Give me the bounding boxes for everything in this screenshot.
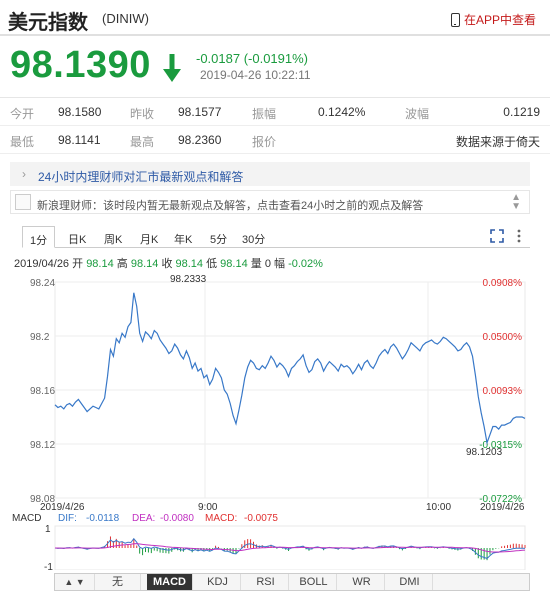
macd-legend-label: DIF: [58,513,77,524]
news-headline: 24小时内理财师对汇市最新观点和解答 [38,170,244,184]
scroll-arrows-icon[interactable]: ▲ ▼ [511,192,521,212]
x-axis-label: 10:00 [426,502,451,513]
pct-tick-label: 0.0093% [483,386,523,397]
x-axis-label: 9:00 [198,502,218,513]
high-annotation: 98.2333 [170,274,207,285]
tab-kdj[interactable]: KDJ [195,574,241,590]
advisor-news-bar[interactable]: › 24小时内理财师对汇市最新观点和解答 [10,162,530,186]
data-source-note: 数据来源于倚天 [455,135,540,149]
bar-low-label: 低 [206,258,218,270]
macd-y-tick: 1 [45,524,51,535]
fullscreen-icon[interactable] [490,229,504,243]
bar-high: 98.14 [130,258,159,270]
bar-volume: 0 [264,258,271,270]
low-annotation: 98.1203 [466,447,503,458]
tab-1min[interactable]: 1分 [22,226,56,248]
pct-tick-label: 0.0500% [483,332,523,343]
tab-dmi[interactable]: DMI [387,574,433,590]
bar-date: 2019/04/26 [14,258,70,270]
macd-legend-label: -0.0080 [160,513,194,524]
stat-value: 98.1577 [178,105,222,119]
intraday-chart[interactable]: 98.24 98.2 98.16 98.12 98.08 0.0908% 0.0500% 0… [0,270,550,570]
macd-y-tick: -1 [44,562,53,570]
tab-5min[interactable]: 5分 [210,234,228,246]
advisor-reply[interactable]: 新浪理财师：该时段内暂无最新观点及解答，点击查看24小时之前的观点及解答 ▲ ▼ [10,190,530,214]
bar-change-label: 幅 [274,258,285,270]
stats-row: 最低 98.1141 最高 98.2360 报价 数据来源于倚天 [0,126,550,154]
bar-low: 98.14 [220,258,248,270]
stat-value: 98.2360 [178,133,222,147]
bar-high-label: 高 [116,258,128,270]
tab-weekly[interactable]: 周K [104,234,123,246]
more-options-icon[interactable] [516,229,522,243]
tab-30min[interactable]: 30分 [242,234,266,246]
current-price: 98.1390 [10,44,151,86]
tab-rsi[interactable]: RSI [243,574,289,590]
pct-tick-label: -0.0722% [479,494,522,505]
tab-wr[interactable]: WR [339,574,385,590]
quote-timestamp: 2019-04-26 10:22:11 [200,68,311,82]
macd-legend-label: MACD: [205,513,237,524]
open-in-app-label: 在APP中查看 [463,13,536,27]
stat-label: 报价 [252,135,277,149]
reply-text: 新浪理财师：该时段内暂无最新观点及解答，点击查看24小时之前的观点及解答 [37,200,424,212]
stat-label: 波幅 [405,107,430,121]
stat-value: 0.1219 [503,105,540,119]
dea-line [55,543,526,553]
price-change: -0.0187 (-0.0191%) [196,51,309,66]
macd-legend-label: -0.0075 [244,513,278,524]
stat-value: 98.1580 [58,105,102,119]
stats-table: 今开 98.1580 昨收 98.1577 振幅 0.1242% 波幅 0.12… [0,97,550,154]
stat-label: 昨收 [130,107,155,121]
chart-period-tabs: 1分 日K 周K 月K 年K 5分 30分 [22,226,530,248]
bar-change: -0.02% [288,258,323,270]
tab-boll[interactable]: BOLL [291,574,337,590]
x-axis-label: 2019/4/26 [40,502,85,513]
page-title: 美元指数 [8,12,88,34]
macd-legend-label: MACD [12,513,41,524]
ticker-code: (DINIW) [102,11,149,26]
x-axis-label: 2019/4/26 [480,502,525,513]
tab-none[interactable]: 无 [95,574,141,590]
tab-daily[interactable]: 日K [68,234,87,246]
stat-value: 0.1242% [318,105,366,119]
price-line [54,292,526,445]
open-in-app-link[interactable]: 在APP中查看 [450,11,536,28]
y-tick-label: 98.08 [30,494,55,505]
stat-label: 最高 [130,135,155,149]
stat-label: 今开 [10,107,35,121]
macd-legend-label: DEA: [132,513,155,524]
y-tick-label: 98.16 [30,386,55,397]
stats-row: 今开 98.1580 昨收 98.1577 振幅 0.1242% 波幅 0.12… [0,98,550,126]
tab-macd[interactable]: MACD [147,574,193,590]
tab-yearly[interactable]: 年K [174,234,193,246]
pct-tick-label: -0.0315% [479,440,522,451]
nav-arrows-icon[interactable]: ▲ ▼ [55,574,95,590]
stat-label: 最低 [10,135,35,149]
bar-open: 98.14 [86,258,114,270]
y-tick-label: 98.24 [30,278,55,289]
stat-label: 振幅 [252,107,277,121]
dif-line [54,537,526,560]
pct-tick-label: 0.0908% [483,278,523,289]
indicator-tabs: ▲ ▼ 无 MACD KDJ RSI BOLL WR DMI [54,573,530,591]
header-bar: 美元指数 (DINIW) 在APP中查看 [0,0,550,36]
bar-info: 2019/04/26 开 98.14 高 98.14 收 98.14 低 98.… [14,255,323,271]
macd-legend-label: -0.0118 [86,513,120,524]
phone-icon [450,12,460,27]
stat-value: 98.1141 [58,133,101,147]
y-tick-label: 98.12 [30,440,55,451]
y-tick-label: 98.2 [30,332,50,343]
bar-volume-label: 量 [250,258,262,270]
bar-open-label: 开 [72,258,84,270]
down-arrow-icon [163,54,181,82]
chevron-right-icon: › [22,167,26,181]
avatar [15,194,31,210]
tab-monthly[interactable]: 月K [140,234,159,246]
bar-close: 98.14 [175,258,204,270]
bar-close-label: 收 [161,258,173,270]
